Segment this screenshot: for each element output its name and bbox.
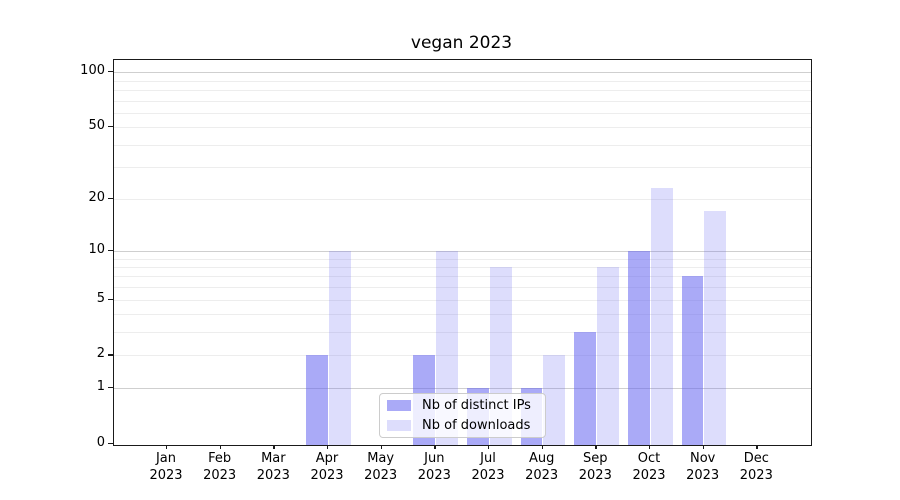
x-tick-label-jan: Jan 2023 bbox=[149, 451, 183, 483]
chart-title: vegan 2023 bbox=[410, 33, 513, 53]
x-tick-mark-jul bbox=[487, 445, 490, 449]
y-tick-label-5: 5 bbox=[96, 290, 105, 306]
gridline-1 bbox=[114, 388, 811, 390]
x-tick-label-dec: Dec 2023 bbox=[739, 451, 773, 483]
bar-downloads-oct bbox=[650, 187, 673, 445]
legend-label-downloads: Nb of downloads bbox=[422, 418, 531, 433]
gridline-60 bbox=[114, 112, 811, 114]
gridline-40 bbox=[114, 144, 811, 146]
gridline-5 bbox=[114, 299, 811, 301]
bar-distinct-ips-oct bbox=[627, 250, 650, 445]
x-tick-label-may: May 2023 bbox=[364, 451, 398, 483]
legend: Nb of distinct IPs Nb of downloads bbox=[379, 393, 546, 438]
y-tick-label-0: 0 bbox=[96, 435, 105, 450]
gridline-4 bbox=[114, 314, 811, 316]
x-tick-mark-feb bbox=[219, 445, 221, 449]
x-tick-label-aug: Aug 2023 bbox=[525, 451, 559, 483]
y-tick-mark-5 bbox=[108, 298, 113, 300]
x-tick-mark-jan bbox=[166, 445, 168, 449]
y-tick-mark-10 bbox=[108, 249, 113, 251]
y-tick-mark-1 bbox=[108, 387, 113, 389]
y-tick-label-50: 50 bbox=[88, 118, 105, 134]
bar-downloads-apr bbox=[328, 250, 351, 445]
gridline-3 bbox=[114, 332, 811, 334]
gridline-9 bbox=[114, 258, 811, 260]
legend-swatch-distinct-ips bbox=[387, 400, 411, 411]
bar-distinct-ips-apr bbox=[305, 355, 328, 445]
legend-swatch-downloads bbox=[387, 420, 411, 431]
gridline-30 bbox=[114, 167, 811, 169]
y-tick-mark-2 bbox=[108, 354, 113, 356]
bar-distinct-ips-nov bbox=[681, 276, 704, 445]
y-tick-mark-50 bbox=[108, 126, 113, 128]
x-tick-label-nov: Nov 2023 bbox=[686, 451, 720, 483]
bar-distinct-ips-sep bbox=[574, 332, 597, 445]
x-tick-label-oct: Oct 2023 bbox=[632, 451, 666, 483]
y-tick-label-2: 2 bbox=[96, 346, 105, 362]
x-tick-mark-oct bbox=[648, 445, 651, 449]
x-tick-mark-may bbox=[380, 445, 382, 449]
legend-entry-distinct-ips: Nb of distinct IPs bbox=[387, 398, 537, 413]
x-tick-label-mar: Mar 2023 bbox=[256, 451, 290, 483]
gridline-50 bbox=[114, 127, 811, 129]
x-tick-mark-mar bbox=[273, 445, 275, 449]
bar-downloads-aug bbox=[543, 355, 566, 445]
gridline-7 bbox=[114, 276, 811, 278]
gridline-10 bbox=[114, 250, 811, 252]
y-tick-mark-20 bbox=[108, 197, 113, 199]
y-tick-label-1: 1 bbox=[96, 379, 105, 395]
plot-area: Nb of distinct IPs Nb of downloads bbox=[113, 59, 812, 446]
y-tick-mark-100 bbox=[108, 71, 113, 73]
bar-downloads-nov bbox=[704, 211, 727, 445]
x-tick-mark-nov bbox=[702, 445, 704, 449]
gridline-70 bbox=[114, 100, 811, 102]
y-tick-label-100: 100 bbox=[80, 63, 105, 79]
legend-label-distinct-ips: Nb of distinct IPs bbox=[422, 398, 531, 413]
x-tick-label-jul: Jul 2023 bbox=[471, 451, 505, 483]
bar-downloads-sep bbox=[597, 266, 619, 445]
y-tick-label-20: 20 bbox=[88, 189, 105, 205]
x-tick-mark-dec bbox=[756, 445, 758, 449]
y-tick-mark-0 bbox=[108, 443, 113, 445]
y-tick-label-10: 10 bbox=[88, 241, 105, 257]
gridline-20 bbox=[114, 198, 811, 200]
gridline-100 bbox=[114, 72, 811, 74]
gridline-80 bbox=[114, 89, 811, 91]
x-tick-mark-apr bbox=[326, 445, 329, 449]
x-tick-mark-aug bbox=[541, 445, 543, 449]
x-tick-mark-sep bbox=[595, 445, 597, 449]
x-tick-mark-jun bbox=[434, 445, 436, 449]
gridline-2 bbox=[114, 355, 811, 357]
x-tick-label-jun: Jun 2023 bbox=[417, 451, 451, 483]
legend-entry-downloads: Nb of downloads bbox=[387, 418, 537, 433]
x-tick-label-apr: Apr 2023 bbox=[310, 451, 344, 483]
x-tick-label-feb: Feb 2023 bbox=[203, 451, 237, 483]
gridline-8 bbox=[114, 266, 811, 268]
x-tick-label-sep: Sep 2023 bbox=[578, 451, 612, 483]
gridline-6 bbox=[114, 287, 811, 289]
gridline-90 bbox=[114, 80, 811, 82]
